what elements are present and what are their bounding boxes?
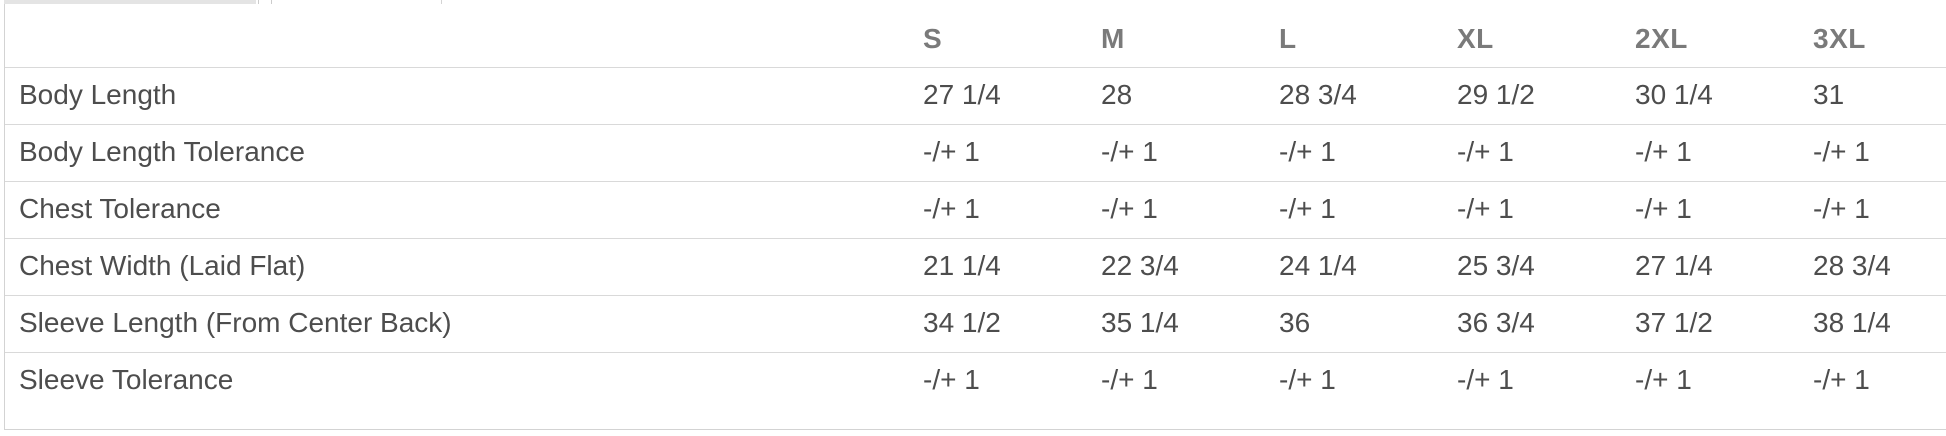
size-value-cell: 22 3/4 [1101, 238, 1279, 296]
size-value-cell: -/+ 1 [1279, 124, 1457, 182]
size-value-cell: 38 1/4 [1813, 295, 1946, 353]
size-chart-panel: S M L XL 2XL 3XL Body Length 27 1/4 28 2… [4, 4, 1946, 430]
size-chart-table: S M L XL 2XL 3XL Body Length 27 1/4 28 2… [5, 4, 1946, 429]
size-value-cell: -/+ 1 [1457, 124, 1635, 182]
header-cell-xl: XL [1457, 4, 1635, 68]
inactive-tab-remnant[interactable] [4, 0, 256, 5]
size-value-cell: 30 1/4 [1635, 67, 1813, 125]
row-label: Chest Tolerance [5, 181, 923, 239]
size-value-cell: 29 1/2 [1457, 67, 1635, 125]
size-value-cell: 28 3/4 [1279, 67, 1457, 125]
size-value-cell: -/+ 1 [923, 181, 1101, 239]
row-label: Sleeve Length (From Center Back) [5, 295, 923, 353]
panel-top-corner [441, 0, 442, 5]
table-row: Chest Tolerance -/+ 1 -/+ 1 -/+ 1 -/+ 1 … [5, 181, 1946, 239]
header-cell-m: M [1101, 4, 1279, 68]
header-cell-s: S [923, 4, 1101, 68]
size-value-cell: 28 3/4 [1813, 238, 1946, 296]
header-cell-l: L [1279, 4, 1457, 68]
size-value-cell: -/+ 1 [1457, 364, 1514, 395]
size-value-cell: 36 3/4 [1457, 295, 1635, 353]
table-row: Sleeve Length (From Center Back) 34 1/2 … [5, 295, 1946, 353]
size-value-cell: 37 1/2 [1635, 295, 1813, 353]
header-row: S M L XL 2XL 3XL [5, 4, 1946, 68]
size-value-cell: 28 [1101, 67, 1279, 125]
size-value-cell: -/+ 1 [1457, 181, 1635, 239]
row-label: Sleeve Tolerance [19, 364, 234, 395]
size-value-cell: 36 [1279, 295, 1457, 353]
row-label: Body Length [5, 67, 923, 125]
row-label: Chest Width (Laid Flat) [5, 238, 923, 296]
table-row: Sleeve Tolerance -/+ 1 -/+ 1 -/+ 1 -/+ 1… [5, 353, 1946, 430]
size-value-cell: 35 1/4 [1101, 295, 1279, 353]
size-value-cell: -/+ 1 [923, 364, 980, 395]
size-value-cell: -/+ 1 [1101, 181, 1279, 239]
table-row: Body Length Tolerance -/+ 1 -/+ 1 -/+ 1 … [5, 124, 1946, 182]
size-value-cell: 25 3/4 [1457, 238, 1635, 296]
size-value-cell: -/+ 1 [1813, 124, 1946, 182]
header-cell-2xl: 2XL [1635, 4, 1813, 68]
table-row: Chest Width (Laid Flat) 21 1/4 22 3/4 24… [5, 238, 1946, 296]
size-value-cell: 34 1/2 [923, 295, 1101, 353]
size-value-cell: -/+ 1 [1279, 181, 1457, 239]
size-value-cell: -/+ 1 [923, 124, 1101, 182]
size-value-cell: -/+ 1 [1635, 364, 1692, 395]
size-value-cell: 21 1/4 [923, 238, 1101, 296]
size-value-cell: -/+ 1 [1635, 181, 1813, 239]
size-value-cell: -/+ 1 [1635, 124, 1813, 182]
size-value-cell: -/+ 1 [1279, 364, 1336, 395]
size-value-cell: -/+ 1 [1813, 181, 1946, 239]
tab-notch[interactable] [258, 0, 272, 5]
size-value-cell: -/+ 1 [1101, 124, 1279, 182]
table-row: Body Length 27 1/4 28 28 3/4 29 1/2 30 1… [5, 67, 1946, 125]
row-label: Body Length Tolerance [5, 124, 923, 182]
header-cell-3xl: 3XL [1813, 4, 1946, 68]
size-value-cell: -/+ 1 [1101, 364, 1158, 395]
size-value-cell: 24 1/4 [1279, 238, 1457, 296]
size-value-cell: 31 [1813, 67, 1946, 125]
header-cell-empty [5, 4, 923, 68]
size-value-cell: 27 1/4 [923, 67, 1101, 125]
size-value-cell: 27 1/4 [1635, 238, 1813, 296]
size-value-cell: -/+ 1 [1813, 364, 1870, 395]
